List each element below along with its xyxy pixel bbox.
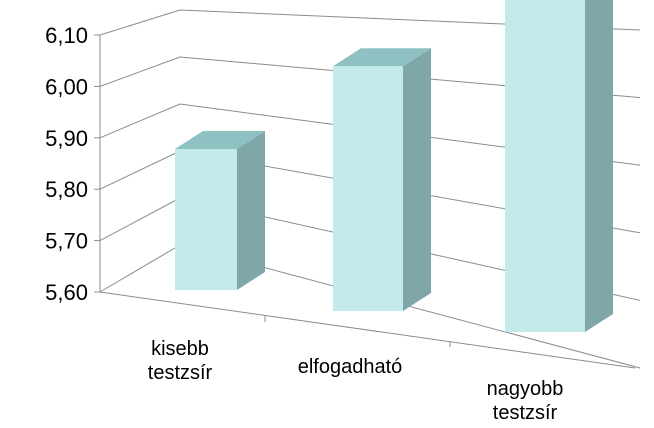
y-tick-label: 6,10 bbox=[45, 23, 88, 48]
bars bbox=[175, 0, 613, 332]
gridline-left bbox=[99, 103, 181, 139]
bar-2 bbox=[333, 48, 431, 311]
category-label-line: elfogadható bbox=[298, 356, 403, 378]
bar-front bbox=[175, 149, 237, 290]
bar-side bbox=[403, 48, 431, 311]
y-tick-label: 5,80 bbox=[45, 177, 88, 202]
bar-side bbox=[585, 0, 613, 332]
category-label-line: kisebb bbox=[151, 338, 209, 360]
bar-1 bbox=[175, 131, 265, 290]
category-label: elfogadható bbox=[298, 356, 403, 378]
gridline-left bbox=[99, 150, 181, 190]
bar-3 bbox=[505, 0, 613, 332]
category-label-line: testzsír bbox=[148, 362, 213, 384]
bar-side bbox=[237, 131, 265, 290]
x-axis bbox=[99, 291, 636, 369]
y-tick-label: 5,70 bbox=[45, 229, 88, 254]
y-tick-label: 6,00 bbox=[45, 74, 88, 99]
bar-top bbox=[333, 48, 431, 67]
y-tick-label: 5,60 bbox=[45, 280, 88, 305]
bar-front bbox=[505, 0, 585, 332]
bar-top bbox=[175, 131, 265, 149]
gridline-left bbox=[99, 244, 181, 293]
gridline-left bbox=[99, 56, 181, 87]
gridline-left bbox=[99, 9, 181, 36]
y-tick-label: 5,90 bbox=[45, 126, 88, 151]
gridline-left bbox=[99, 197, 181, 242]
bar-front bbox=[333, 66, 403, 311]
category-label-line: testzsír bbox=[493, 402, 558, 424]
axes bbox=[94, 34, 636, 369]
category-label: nagyobb testzsír bbox=[487, 378, 564, 424]
y-tick-labels: 6,10 6,00 5,90 5,80 5,70 5,60 bbox=[45, 23, 88, 305]
category-label-line: nagyobb bbox=[487, 378, 564, 400]
category-label: kisebb testzsír bbox=[148, 338, 213, 384]
